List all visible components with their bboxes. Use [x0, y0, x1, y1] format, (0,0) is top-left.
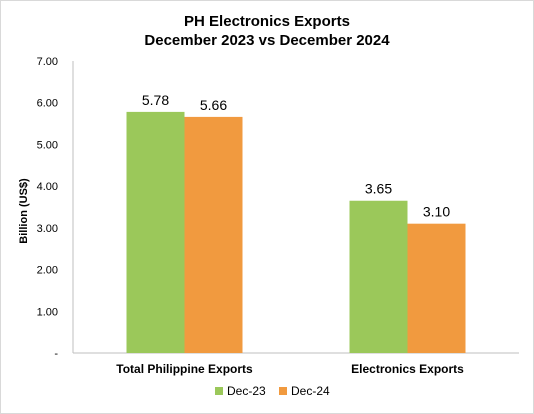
bar-dec-23-2 [349, 200, 408, 353]
chart-title: PH Electronics Exports December 2023 vs … [144, 13, 390, 49]
y-tick-label: 1.00 [37, 306, 58, 318]
x-category-label: Electronics Exports [351, 362, 464, 376]
legend-label: Dec-23 [227, 384, 266, 398]
bars [126, 111, 466, 354]
data-labels: 5.78 5.66 3.65 3.10 [142, 92, 450, 220]
legend-label: Dec-24 [291, 384, 330, 398]
y-tick-label: 5.00 [37, 139, 58, 151]
y-tick-label: 7.00 [37, 56, 58, 68]
chart-title-line-2: December 2023 vs December 2024 [144, 32, 390, 49]
y-axis-label: Billion (US$) [18, 178, 30, 244]
x-axis-categories: Total Philippine Exports Electronics Expo… [116, 362, 464, 376]
chart-title-line-1: PH Electronics Exports [184, 13, 350, 30]
y-tick-label: 6.00 [37, 98, 58, 110]
y-tick-label: - [54, 348, 58, 360]
bar-dec-23-1 [126, 111, 185, 354]
legend-swatch-dec-24 [279, 387, 287, 395]
x-category-label: Total Philippine Exports [116, 362, 253, 376]
legend: Dec-23 Dec-24 [215, 384, 330, 398]
data-label: 3.10 [423, 204, 450, 220]
legend-swatch-dec-23 [215, 387, 223, 395]
data-label: 3.65 [365, 181, 392, 197]
bar-dec-24-1 [184, 116, 243, 353]
y-tick-label: 2.00 [37, 265, 58, 277]
y-tick-label: 4.00 [37, 181, 58, 193]
data-label: 5.66 [200, 97, 227, 113]
y-tick-label: 3.00 [37, 223, 58, 235]
data-label: 5.78 [142, 92, 169, 108]
bar-dec-24-2 [407, 223, 466, 353]
y-axis-ticks: - 1.00 2.00 3.00 4.00 5.00 6.00 7.00 [37, 56, 59, 360]
